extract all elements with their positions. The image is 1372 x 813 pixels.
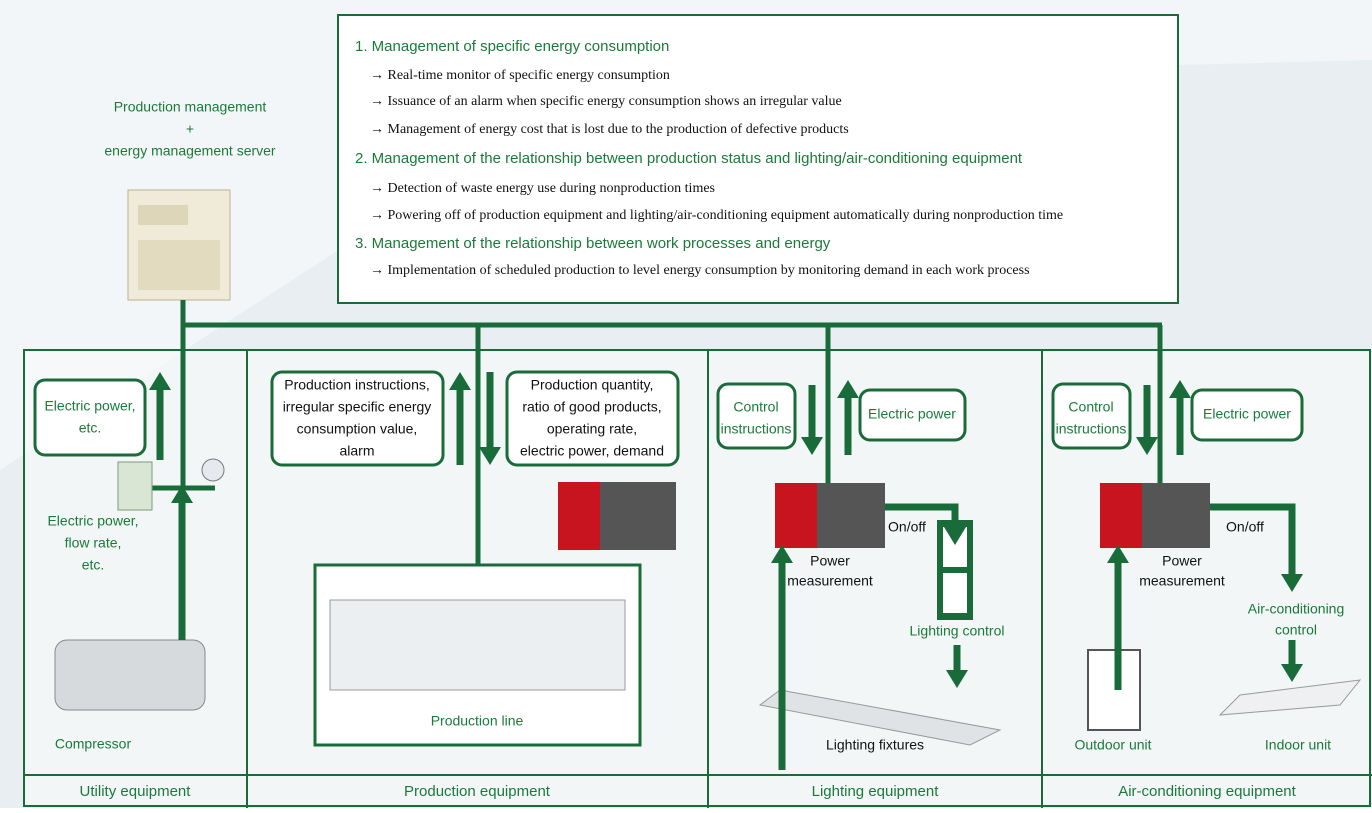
label: Electric power, (44, 398, 135, 414)
label: Production instructions, (284, 377, 430, 393)
label: → Implementation of scheduled production… (370, 263, 1030, 278)
label: Production management (114, 99, 267, 115)
label: energy management server (104, 143, 276, 159)
diagram: Production management + energy management … (0, 0, 1372, 808)
label: → Real-time monitor of specific energy c… (370, 68, 670, 83)
production-line-icon (330, 600, 625, 690)
label: Power (1162, 553, 1202, 569)
label: instructions (1056, 421, 1127, 437)
label: Power (810, 553, 850, 569)
label: Electric power, (47, 513, 138, 529)
server-slot (138, 205, 188, 225)
label: Electric power (868, 406, 956, 422)
label: Lighting fixtures (826, 737, 924, 753)
label: etc. (82, 557, 105, 573)
label: consumption value, (297, 421, 418, 437)
label: Outdoor unit (1074, 737, 1151, 753)
label: operating rate, (547, 421, 637, 437)
label: Control (1068, 399, 1113, 415)
label: On/off (888, 519, 926, 535)
label: etc. (79, 420, 102, 436)
label: + (186, 121, 194, 137)
page: Production management + energy management … (0, 0, 1372, 808)
label: Lighting equipment (812, 783, 940, 800)
label: alarm (339, 443, 374, 459)
lighting-control-icon (943, 573, 967, 613)
label: 2. Management of the relationship betwee… (355, 150, 1023, 167)
label: Production quantity, (531, 377, 654, 393)
power-meter (118, 462, 152, 510)
label: Air-conditioning (1248, 601, 1345, 617)
label: Lighting control (910, 623, 1005, 639)
label: → Management of energy cost that is lost… (370, 122, 849, 137)
label: → Detection of waste energy use during n… (370, 181, 715, 196)
label: → Powering off of production equipment a… (370, 208, 1063, 223)
label: Compressor (55, 736, 132, 752)
plc (558, 482, 1210, 550)
label: electric power, demand (520, 443, 664, 459)
label: ratio of good products, (522, 399, 661, 415)
label: Control (733, 399, 778, 415)
label: Electric power (1203, 406, 1291, 422)
label: irregular specific energy (283, 399, 432, 415)
label: control (1275, 622, 1317, 638)
outdoor-unit-icon (1088, 650, 1140, 730)
label: Utility equipment (80, 783, 192, 800)
label: measurement (1139, 573, 1225, 589)
flow-meter (202, 459, 224, 481)
label: Indoor unit (1265, 737, 1331, 753)
server-vent (138, 240, 220, 290)
label: instructions (721, 421, 792, 437)
label: flow rate, (65, 535, 122, 551)
label: Production equipment (404, 783, 551, 800)
label: Production line (431, 713, 524, 729)
compressor-icon (55, 640, 205, 710)
label: 3. Management of the relationship betwee… (355, 235, 831, 252)
label: On/off (1226, 519, 1264, 535)
label: Air-conditioning equipment (1118, 783, 1296, 800)
label: measurement (787, 573, 873, 589)
label: → Issuance of an alarm when specific ene… (370, 94, 842, 109)
label: 1. Management of specific energy consump… (355, 38, 669, 55)
